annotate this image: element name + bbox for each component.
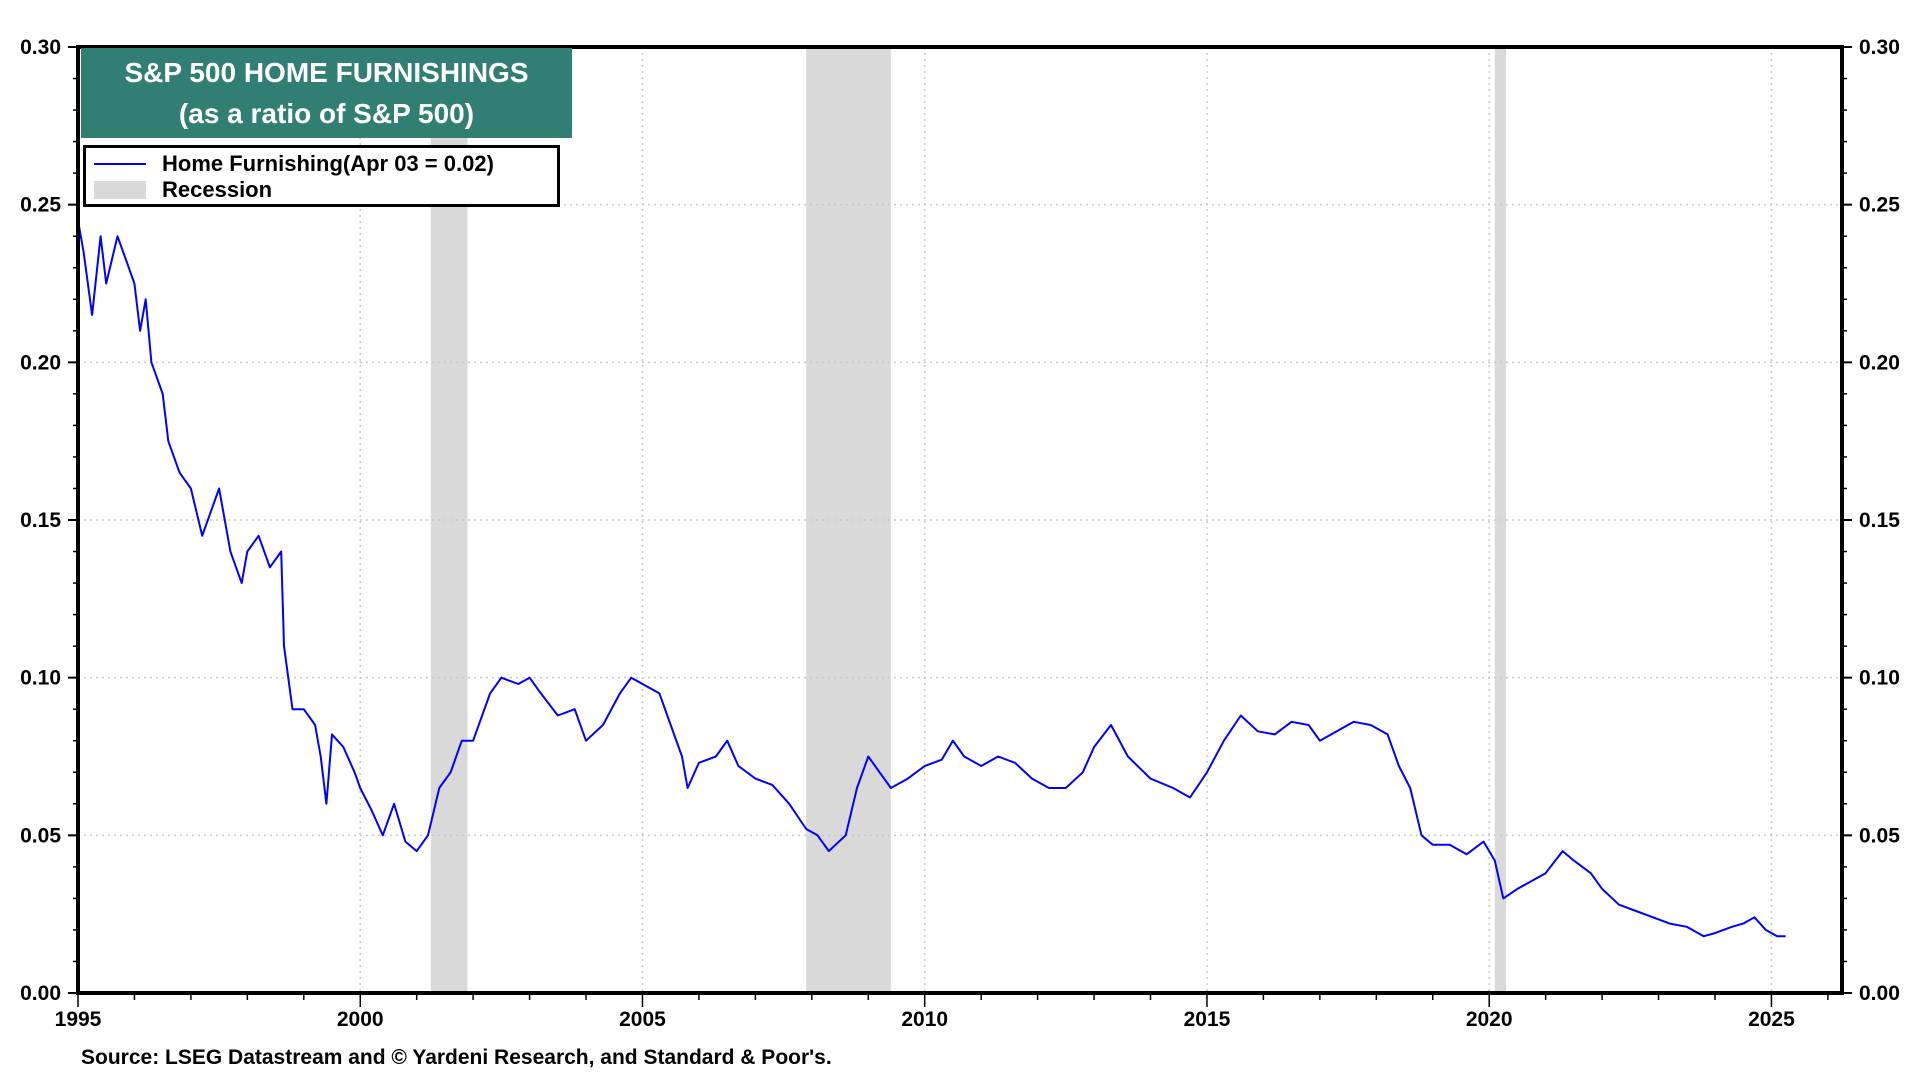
x-tick-label: 2025: [1748, 1008, 1795, 1031]
y-tick-label-left: 0.15: [20, 509, 61, 532]
x-tick-label: 2000: [337, 1008, 384, 1031]
y-tick-label-right: 0.30: [1859, 36, 1900, 59]
legend-label-series: Home Furnishing(Apr 03 = 0.02): [162, 151, 494, 176]
y-tick-label-right: 0.25: [1859, 194, 1900, 217]
y-tick-label-left: 0.25: [20, 194, 61, 217]
source-note: Source: LSEG Datastream and © Yardeni Re…: [81, 1046, 832, 1069]
legend: Home Furnishing(Apr 03 = 0.02) Recession: [83, 145, 560, 207]
x-tick-label: 2015: [1184, 1008, 1231, 1031]
y-tick-label-left: 0.05: [20, 824, 61, 847]
recession-band: [806, 47, 891, 993]
ticks: 0.00 0.00 0.05 0.05 0.10 0.10 0.15 0.15 0.20 0.20…: [20, 36, 1900, 1031]
y-tick-label-left: 0.20: [20, 351, 61, 374]
legend-line-swatch: [94, 163, 146, 165]
grid: [78, 47, 1842, 993]
y-tick-label-right: 0.00: [1859, 982, 1900, 1005]
y-tick-label-left: 0.30: [20, 36, 61, 59]
x-tick-label: 2010: [901, 1008, 948, 1031]
y-tick-label-right: 0.20: [1859, 351, 1900, 374]
series-line-home-furnishing: [77, 220, 1786, 938]
legend-item-recession: Recession: [94, 177, 273, 202]
chart-title-box: S&P 500 HOME FURNISHINGS (as a ratio of …: [81, 48, 572, 138]
x-tick-label: 2005: [619, 1008, 666, 1031]
y-tick-label-right: 0.10: [1859, 667, 1900, 690]
y-tick-label-right: 0.15: [1859, 509, 1900, 532]
chart-title: S&P 500 HOME FURNISHINGS: [124, 57, 529, 88]
legend-label-recession: Recession: [162, 177, 273, 202]
series-line: [77, 220, 1786, 938]
x-tick-label: 1995: [55, 1008, 102, 1031]
chart-subtitle: (as a ratio of S&P 500): [178, 98, 475, 129]
x-tick-label: 2020: [1466, 1008, 1513, 1031]
y-tick-label-left: 0.00: [20, 982, 61, 1005]
y-tick-label-right: 0.05: [1859, 824, 1900, 847]
y-tick-label-left: 0.10: [20, 667, 61, 690]
legend-recession-swatch: [94, 181, 146, 199]
legend-item-series: Home Furnishing(Apr 03 = 0.02): [94, 151, 494, 176]
